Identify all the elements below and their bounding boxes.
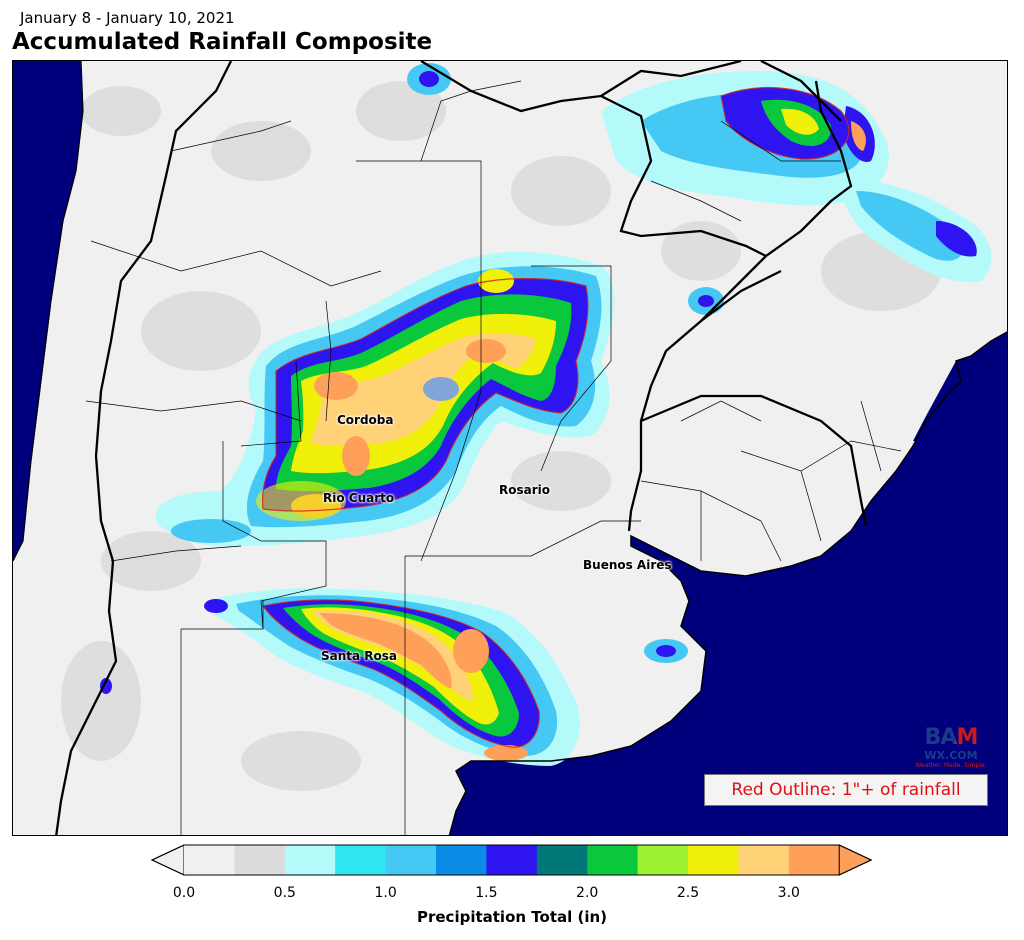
colorbar-tick-label: 1.0 <box>374 885 397 901</box>
colorbar-swatches <box>150 844 873 876</box>
colorbar-extend-low <box>150 844 185 876</box>
colorbar-tick-label: 0.0 <box>172 885 196 901</box>
logo-text-top: BAM <box>910 726 992 750</box>
rain-santa-rosa <box>100 588 688 766</box>
pacific-ocean <box>13 61 83 561</box>
country-borders <box>55 61 868 835</box>
colorbar-border <box>150 844 873 876</box>
pacific-coastline <box>13 61 84 562</box>
atlantic-ocean <box>449 332 1007 835</box>
logo-text-middle: WX.COM <box>924 749 978 762</box>
date-range: January 8 - January 10, 2021 <box>20 9 235 27</box>
city-label-rosario: Rosario <box>499 483 550 497</box>
city-label-cordoba: Cordoba <box>337 413 394 427</box>
province-borders <box>85 80 902 835</box>
city-label-santa-rosa: Santa Rosa <box>321 649 398 663</box>
colorbar-swatch <box>385 845 437 875</box>
city-label-rio-cuarto: Rio Cuarto <box>323 491 395 505</box>
colorbar-swatch <box>284 845 336 875</box>
colorbar-tick-label: 1.5 <box>475 885 498 901</box>
colorbar-label: Precipitation Total (in) <box>416 908 608 926</box>
colorbar-tick-label: 0.5 <box>273 885 296 901</box>
colorbar-swatch <box>637 845 689 875</box>
colorbar-swatch <box>436 845 487 875</box>
colorbar-swatch <box>234 845 286 875</box>
lagoon <box>913 361 986 441</box>
colorbar-swatch <box>688 845 739 875</box>
colorbar-swatch <box>335 845 387 875</box>
city-label-buenos-aires: Buenos Aires <box>583 558 672 572</box>
colorbar-tick-label: 2.5 <box>676 885 700 901</box>
outline-note: Red Outline: 1"+ of rainfall <box>704 774 988 806</box>
logo-tagline: Weather. Made. Simple. <box>915 762 987 769</box>
rain-cordoba <box>155 251 615 547</box>
map-canvas <box>13 61 1007 835</box>
colorbar-extend-high <box>838 844 873 876</box>
coastline <box>448 331 1007 835</box>
colorbar-tick-label: 3.0 <box>777 885 800 901</box>
colorbar-swatch <box>486 845 538 875</box>
one-inch-outline <box>261 87 850 748</box>
colorbar-tick-label: 2.0 <box>576 885 599 901</box>
map-title: Accumulated Rainfall Composite <box>12 29 433 55</box>
colorbar-swatch <box>788 845 840 875</box>
bamwx-logo: BAM WX.COM Weather. Made. Simple. <box>910 726 992 770</box>
precipitation-colorbar <box>150 844 873 876</box>
colorbar-swatch <box>587 845 639 875</box>
colorbar-swatch <box>738 845 790 875</box>
colorbar-swatch <box>536 845 588 875</box>
colorbar-swatch <box>184 845 235 875</box>
rainfall-map: Cordoba Rio Cuarto Rosario Buenos Aires … <box>12 60 1008 836</box>
